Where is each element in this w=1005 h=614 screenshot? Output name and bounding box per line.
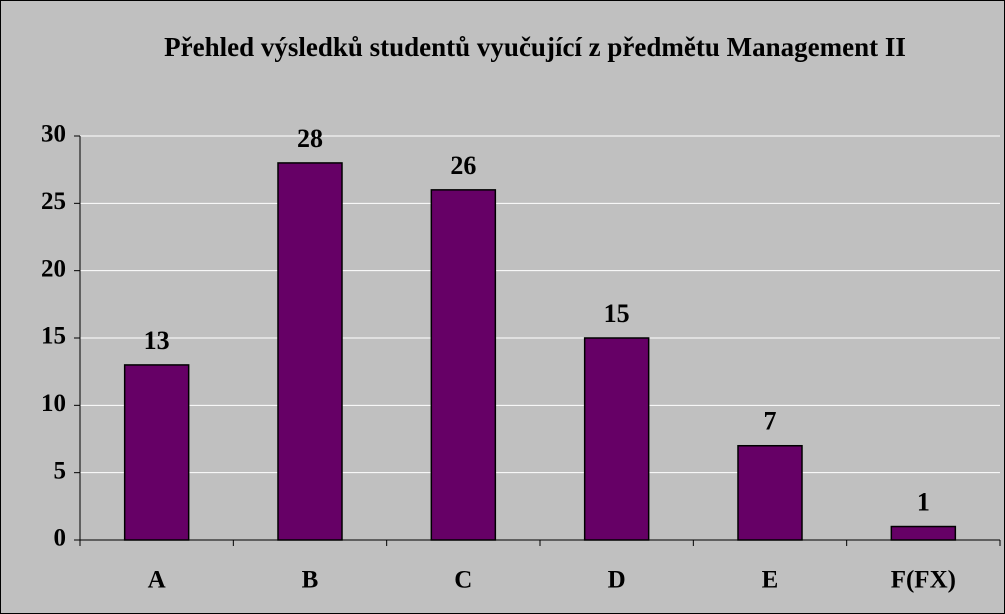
bar [890,525,957,541]
x-tick-label: B [302,567,319,594]
y-tick-label: 20 [41,255,66,282]
data-label: 28 [297,124,323,153]
bar [123,364,190,541]
bar [430,189,497,541]
x-tick-label: A [148,567,166,594]
y-tick-label: 15 [41,323,66,350]
x-tick-label: D [608,567,626,594]
y-tick-label: 25 [41,188,66,215]
bar [277,162,343,541]
y-tick-label: 30 [41,121,66,148]
data-label: 1 [917,488,930,517]
y-tick-label: 10 [41,390,66,417]
y-tick-label: 0 [54,525,67,552]
bar [583,337,650,541]
data-label: 7 [764,407,777,436]
x-tick-label: C [454,567,472,594]
data-label: 26 [450,151,476,180]
x-tick-label: F(FX) [891,567,956,594]
data-label: 15 [604,299,630,328]
x-tick-label: E [762,567,779,594]
chart-title: Přehled výsledků studentů vyučující z př… [164,32,906,62]
bar [737,444,803,541]
data-label: 13 [144,326,170,355]
y-tick-label: 5 [54,457,67,484]
